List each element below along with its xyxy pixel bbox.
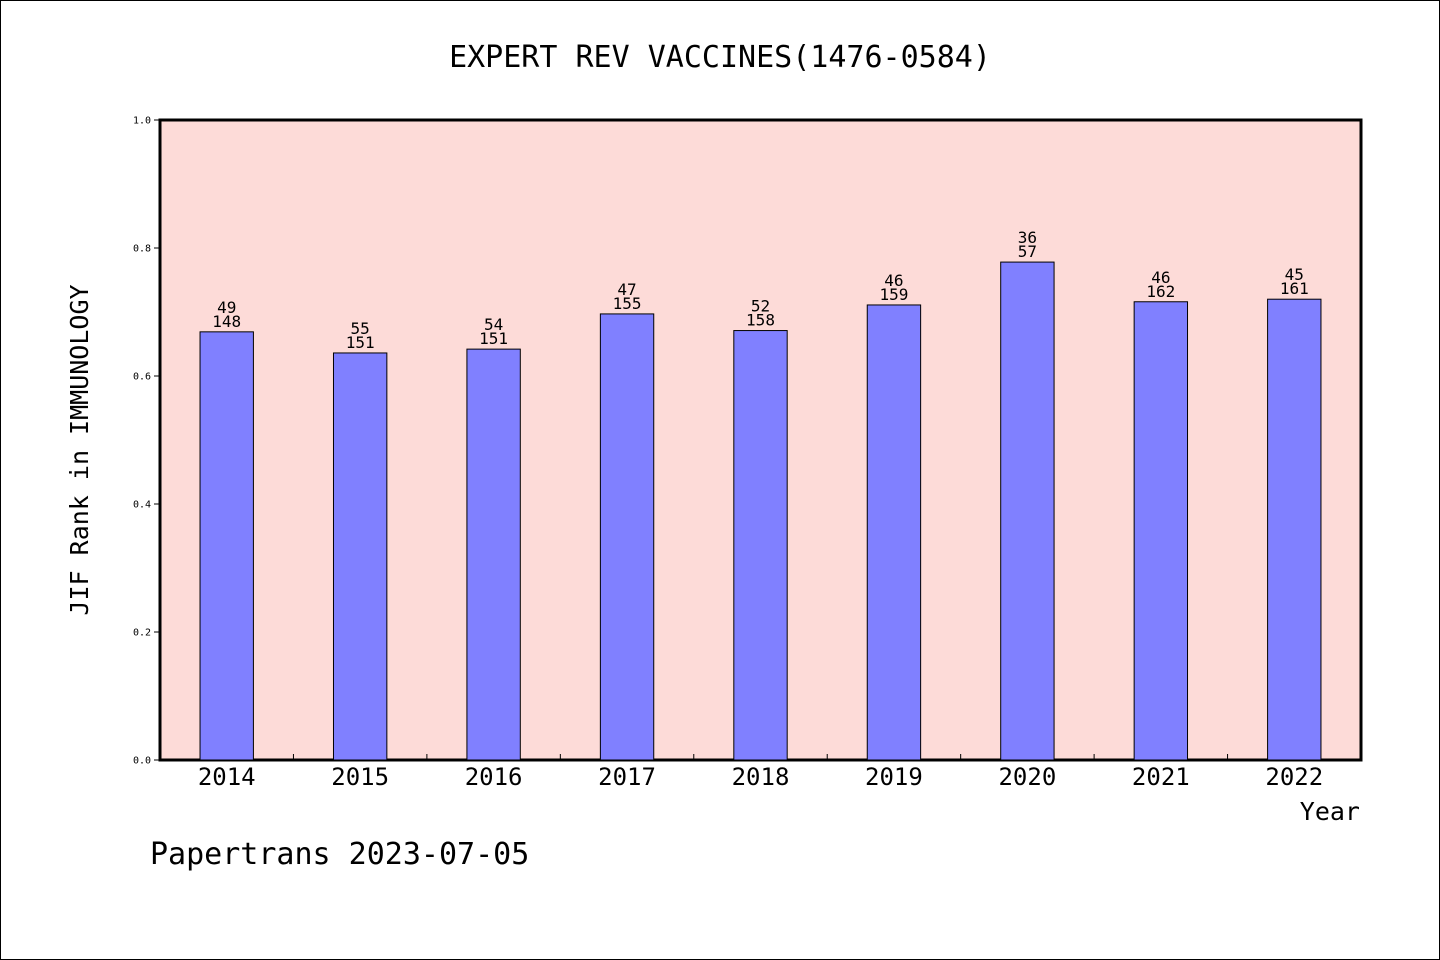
total-label: 148 [212,312,241,331]
bar-2022 [1267,298,1322,761]
x-tick-label: 2016 [465,763,523,791]
y-axis-label: JIF Rank in IMMUNOLOGY [65,284,94,615]
total-label: 151 [479,329,508,348]
y-tick-label: 1.0 [133,116,151,127]
rank-label: 45 [1285,265,1304,284]
total-label: 57 [1018,242,1037,261]
total-label: 161 [1280,279,1309,298]
bar-2021 [1133,301,1189,761]
x-axis-label: Year [1300,797,1360,826]
y-tick-label: 0.0 [133,756,151,767]
total-label: 159 [879,285,908,304]
x-tick-label: 2022 [1265,763,1323,791]
y-tick-label: 0.6 [133,372,151,383]
rank-label: 52 [751,297,770,316]
y-tick-label: 0.8 [133,244,151,255]
x-tick-label: 2014 [198,763,256,791]
bar-2019 [866,304,922,761]
rank-label: 49 [217,298,236,317]
bar-2014 [199,331,254,761]
bar-2017 [599,313,655,761]
footer-credit: Papertrans 2023-07-05 [150,837,529,872]
y-tick-label: 0.4 [133,500,151,511]
bar-2016 [466,348,521,761]
total-label: 158 [746,311,775,330]
bar-2020 [1000,261,1055,761]
bar-2015 [332,352,388,761]
bar-2018 [733,330,788,761]
total-label: 155 [613,294,642,313]
y-axis: 0.0 0.2 0.4 0.6 0.8 1.0 [133,116,160,767]
bar-series [199,261,1322,761]
rank-label: 55 [351,319,370,338]
rank-label: 47 [617,280,636,299]
rank-label: 36 [1018,228,1037,247]
total-label: 151 [346,333,375,352]
total-label: 162 [1146,282,1175,301]
rank-label: 46 [884,271,903,290]
chart-title: EXPERT REV VACCINES(1476-0584) [449,40,991,75]
x-tick-label: 2017 [598,763,656,791]
x-tick-label: 2021 [1132,763,1190,791]
x-tick-label: 2018 [732,763,790,791]
x-tick-label: 2015 [331,763,389,791]
y-tick-label: 0.2 [133,628,151,639]
x-axis: 2014 2015 2016 2017 2018 2019 2020 2021 2022 [198,754,1323,791]
x-tick-label: 2019 [865,763,923,791]
rank-label: 54 [484,315,503,334]
rank-label: 46 [1151,268,1170,287]
x-tick-label: 2020 [998,763,1056,791]
